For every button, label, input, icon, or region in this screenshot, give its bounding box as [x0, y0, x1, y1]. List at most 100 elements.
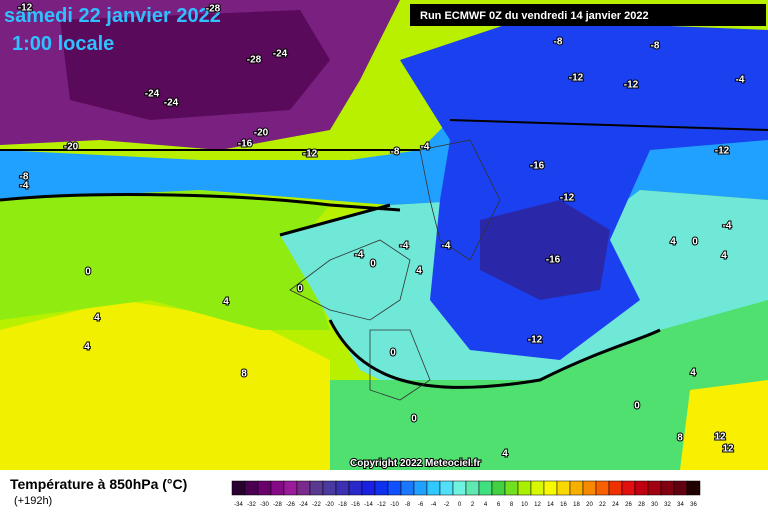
isotherm — [0, 119, 768, 151]
colorbar-label: 30 — [651, 502, 658, 508]
copyright: Copyright 2022 Meteociel.fr — [350, 458, 481, 469]
colorbar-label: 18 — [573, 502, 580, 508]
colorbar-swatch — [556, 480, 571, 496]
colorbar-label: 32 — [664, 502, 671, 508]
contour-label: 0 — [634, 401, 640, 412]
colorbar-label: 10 — [521, 502, 528, 508]
colorbar-swatch — [426, 480, 441, 496]
contour-label: 4 — [416, 266, 422, 277]
colorbar-label: 26 — [625, 502, 632, 508]
contour-label: -20 — [64, 142, 79, 153]
warm-zone-east — [680, 380, 768, 470]
colorbar-label: 4 — [484, 502, 488, 508]
contour-label: 8 — [241, 369, 247, 380]
contour-label: 12 — [722, 444, 734, 455]
colorbar-swatch — [465, 480, 480, 496]
colorbar-label: -18 — [338, 502, 347, 508]
contour-label: 0 — [390, 348, 396, 359]
contour-label: -12 — [715, 146, 730, 157]
contour-label: 0 — [411, 414, 417, 425]
mild-zone — [0, 190, 330, 330]
colorbar-label: -28 — [273, 502, 282, 508]
colorbar-label: 22 — [599, 502, 606, 508]
contour-label: -8 — [391, 147, 400, 158]
contour-label: 4 — [502, 449, 508, 460]
colorbar-label: -34 — [234, 502, 243, 508]
colorbar-label: -32 — [247, 502, 256, 508]
colorbar-label: 34 — [677, 502, 684, 508]
colorbar-swatch — [647, 480, 662, 496]
zero-isotherm — [0, 193, 661, 389]
colorbar-swatch — [686, 480, 701, 496]
colorbar-swatch — [335, 480, 350, 496]
colorbar-label: 20 — [586, 502, 593, 508]
colorbar-swatch — [543, 480, 558, 496]
colorbar-label: 24 — [612, 502, 619, 508]
colorbar-swatch — [231, 480, 246, 496]
warm-zone — [0, 300, 330, 470]
contour-label: -12 — [528, 335, 543, 346]
colorbar-swatch — [296, 480, 311, 496]
legend-title: Température à 850hPa (°C) — [10, 476, 187, 492]
coastlines — [289, 139, 501, 401]
colorbar-label: -22 — [312, 502, 321, 508]
colorbar-label: -24 — [299, 502, 308, 508]
contour-label: 12 — [714, 432, 726, 443]
colorbar-swatch — [270, 480, 285, 496]
contour-label: 0 — [370, 259, 376, 270]
date-label: samedi 22 janvier 2022 — [4, 5, 221, 27]
contour-label: -24 — [145, 89, 160, 100]
colorbar-swatch — [413, 480, 428, 496]
colorbar-swatch — [374, 480, 389, 496]
colorbar-label: -20 — [325, 502, 334, 508]
contour-label: -24 — [273, 49, 288, 60]
colorbar-swatch — [634, 480, 649, 496]
colorbar-label: -4 — [431, 502, 437, 508]
colorbar-swatch — [621, 480, 636, 496]
contour-label: -16 — [546, 255, 561, 266]
contour-label: -4 — [736, 75, 745, 86]
contour-label: -20 — [254, 128, 269, 139]
contour-label: 4 — [721, 251, 727, 262]
contour-label: -4 — [442, 241, 451, 252]
colorbar-swatch — [582, 480, 597, 496]
contour-label: -4 — [400, 241, 409, 252]
colorbar-label: -8 — [405, 502, 411, 508]
colorbar-swatch — [257, 480, 272, 496]
contour-label: 4 — [690, 368, 696, 379]
contour-label: -24 — [164, 98, 179, 109]
lead-time: (+192h) — [14, 495, 52, 507]
colorbar-swatch — [244, 480, 259, 496]
colorbar-label: 14 — [547, 502, 554, 508]
colorbar-label: 12 — [534, 502, 541, 508]
contour-label: -4 — [723, 221, 732, 232]
contour-label: 8 — [677, 433, 683, 444]
contour-label: -4 — [355, 250, 364, 261]
colorbar-label: 28 — [638, 502, 645, 508]
contour-label: -12 — [18, 3, 33, 14]
colorbar-swatch — [660, 480, 675, 496]
contour-label: -28 — [206, 4, 221, 15]
contour-label: -12 — [569, 73, 584, 84]
colorbar-swatch — [400, 480, 415, 496]
contour-label: 0 — [297, 284, 303, 295]
contour-label: -28 — [247, 55, 262, 66]
colorbar-label: 16 — [560, 502, 567, 508]
colorbar-swatch — [530, 480, 545, 496]
colorbar-swatch — [361, 480, 376, 496]
colorbar-swatch — [608, 480, 623, 496]
colorbar-label: -30 — [260, 502, 269, 508]
contour-label: -8 — [554, 37, 563, 48]
run-box — [410, 4, 766, 26]
cold-core — [480, 200, 610, 300]
mild-zone-south — [330, 300, 768, 470]
colorbar-label: -2 — [444, 502, 450, 508]
colorbar-swatch — [452, 480, 467, 496]
contour-label: -16 — [238, 139, 253, 150]
contour-label: 0 — [692, 237, 698, 248]
time-label: 1:00 locale — [12, 33, 114, 55]
contour-label: 4 — [223, 297, 229, 308]
colorbar-label: -10 — [390, 502, 399, 508]
